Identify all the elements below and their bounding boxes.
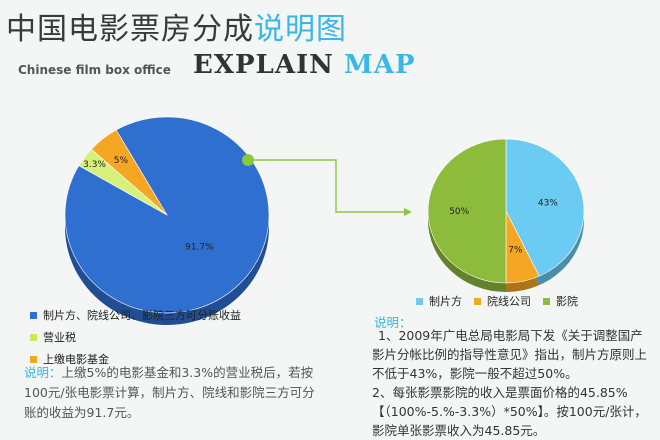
- pie-data-label: 43%: [538, 198, 558, 208]
- note-label: 说明：: [24, 365, 62, 380]
- title-part2: 说明图: [254, 12, 347, 47]
- pie-chart-left: 91.7% 3.3% 5%: [64, 116, 270, 325]
- note-right-label: 说明：: [374, 315, 412, 330]
- legend-label: 上缴电影基金: [43, 353, 109, 366]
- legend-swatch-orange: [30, 355, 37, 363]
- explain-word: EXPLAIN: [193, 50, 334, 80]
- legend-swatch-yellowgreen: [30, 333, 37, 341]
- note-line-1: 1、2009年广电总局电影局下发《关于调整国产影片分帐比例的指导性意见》指出，制…: [372, 328, 648, 381]
- legend-item: 制片方、院线公司、影院三方可分账收益: [30, 304, 241, 326]
- legend-label: 影院: [556, 295, 578, 308]
- legend-item: 影院: [543, 293, 578, 309]
- pie-data-label: 3.3%: [83, 160, 106, 170]
- connector-arrowhead: [404, 208, 412, 216]
- legend-item: 制片方: [416, 293, 462, 309]
- pie-slice: [505, 138, 585, 277]
- legend-left: 制片方、院线公司、影院三方可分账收益 营业税 上缴电影基金: [30, 304, 241, 370]
- legend-right: 制片方 院线公司 影院: [416, 293, 578, 309]
- legend-label: 营业税: [43, 331, 76, 344]
- pie-data-label: 5%: [114, 156, 129, 166]
- legend-item: 营业税: [30, 326, 241, 348]
- map-word: MAP: [344, 50, 416, 80]
- legend-label: 制片方、院线公司、影院三方可分账收益: [43, 309, 241, 322]
- pie-data-label: 7%: [508, 246, 523, 256]
- charts-canvas: 91.7% 3.3% 5% 43% 7% 50%: [64, 116, 585, 325]
- page-title: 中国电影票房分成说明图: [6, 4, 347, 48]
- pie-slice: [90, 129, 168, 216]
- subtitle-english: Chinese film box office: [18, 63, 171, 77]
- pie-data-label: 50%: [449, 207, 469, 217]
- note-right: 1、2009年广电总局电影局下发《关于调整国产影片分帐比例的指导性意见》指出，制…: [372, 326, 652, 440]
- pie-chart-right: 43% 7% 50%: [427, 138, 585, 292]
- explain-map-heading: EXPLAIN MAP: [193, 50, 416, 80]
- legend-swatch-green: [543, 297, 550, 305]
- connector-dot: [242, 154, 254, 166]
- legend-swatch-blue: [30, 311, 37, 319]
- legend-swatch-cyan: [416, 297, 423, 305]
- legend-item: 上缴电影基金: [30, 348, 241, 370]
- note-line-2: 2、每张影票影院的收入是票面价格的45.85%【（100%-5.%-3.3%）*…: [372, 385, 647, 438]
- legend-label: 制片方: [429, 295, 462, 308]
- pie-data-label: 91.7%: [185, 242, 214, 252]
- legend-label: 院线公司: [487, 295, 531, 308]
- legend-item: 院线公司: [474, 293, 531, 309]
- note-text: 上缴5%的电影基金和3.3%的营业税后，若按100元/张电影票计算，制片方、院线…: [24, 365, 315, 420]
- connector-line: [254, 159, 410, 213]
- title-part1: 中国电影票房分成: [6, 12, 254, 47]
- connector-arrow: [242, 154, 412, 216]
- legend-swatch-orange: [474, 297, 481, 305]
- note-left: 说明：上缴5%的电影基金和3.3%的营业税后，若按100元/张电影票计算，制片方…: [24, 363, 324, 423]
- pie-slice: [427, 138, 507, 284]
